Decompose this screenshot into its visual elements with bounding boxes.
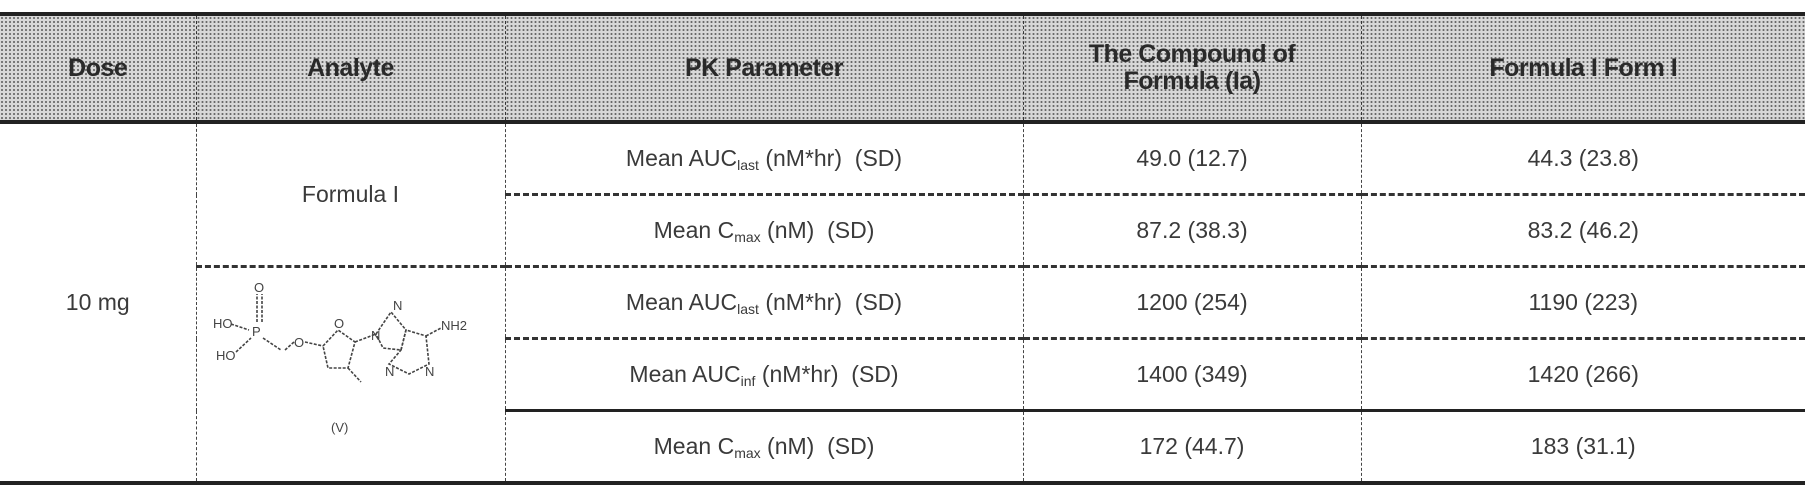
structure-label: (V) — [331, 420, 348, 435]
param-prefix: Mean C — [654, 217, 735, 243]
atom-n: N — [371, 328, 380, 343]
param-sub: last — [737, 157, 759, 173]
pk-param-cell: Mean AUClast (nM*hr) (SD) — [505, 122, 1023, 195]
header-dose: Dose — [0, 14, 196, 122]
atom-n: N — [385, 364, 394, 379]
param-prefix: Mean AUC — [629, 361, 740, 387]
header-compound-ia: The Compound of Formula (Ia) — [1023, 14, 1361, 122]
param-sub: max — [734, 445, 760, 461]
param-sub: max — [734, 229, 760, 245]
param-suffix: (nM*hr) (SD) — [755, 361, 898, 387]
pk-param-cell: Mean AUClast (nM*hr) (SD) — [505, 267, 1023, 339]
pk-table: Dose Analyte PK Parameter The Compound o… — [0, 12, 1805, 485]
table-row: 10 mg Formula I Mean AUClast (nM*hr) (SD… — [0, 122, 1805, 195]
form-i-value: 1190 (223) — [1361, 267, 1805, 339]
dose-cell: 10 mg — [0, 122, 196, 483]
param-suffix: (nM*hr) (SD) — [759, 145, 902, 171]
header-analyte: Analyte — [196, 14, 505, 122]
atom-o: O — [254, 280, 264, 295]
param-prefix: Mean AUC — [626, 145, 737, 171]
pk-param-cell: Mean Cmax (nM) (SD) — [505, 195, 1023, 267]
param-sub: inf — [741, 373, 756, 389]
pk-param-cell: Mean AUCinf (nM*hr) (SD) — [505, 339, 1023, 411]
ia-value: 1400 (349) — [1023, 339, 1361, 411]
header-compound-ia-text: The Compound of Formula (Ia) — [1077, 41, 1307, 95]
header-pk-parameter: PK Parameter — [505, 14, 1023, 122]
param-sub: last — [737, 301, 759, 317]
table-row: HO HO O P O O N N NH2 N N (V) Mean AUCla… — [0, 267, 1805, 339]
form-i-value: 1420 (266) — [1361, 339, 1805, 411]
ia-value: 1200 (254) — [1023, 267, 1361, 339]
atom-p: P — [252, 324, 261, 339]
atom-ho: HO — [216, 348, 236, 363]
atom-n: N — [393, 298, 402, 313]
ia-value: 172 (44.7) — [1023, 411, 1361, 484]
form-i-value: 183 (31.1) — [1361, 411, 1805, 484]
chemical-structure-image: HO HO O P O O N N NH2 N N (V) — [201, 272, 501, 472]
atom-ho: HO — [213, 316, 233, 331]
form-i-value: 83.2 (46.2) — [1361, 195, 1805, 267]
analyte-formula-i: Formula I — [196, 122, 505, 267]
header-row: Dose Analyte PK Parameter The Compound o… — [0, 14, 1805, 122]
param-suffix: (nM) (SD) — [761, 217, 875, 243]
pk-param-cell: Mean Cmax (nM) (SD) — [505, 411, 1023, 484]
header-formula-i-form-i: Formula I Form I — [1361, 14, 1805, 122]
atom-o: O — [294, 335, 304, 350]
ia-value: 87.2 (38.3) — [1023, 195, 1361, 267]
analyte-structure-v: HO HO O P O O N N NH2 N N (V) — [196, 267, 505, 484]
param-prefix: Mean C — [654, 433, 735, 459]
form-i-value: 44.3 (23.8) — [1361, 122, 1805, 195]
atom-nh2: NH2 — [441, 318, 467, 333]
param-suffix: (nM*hr) (SD) — [759, 289, 902, 315]
ia-value: 49.0 (12.7) — [1023, 122, 1361, 195]
atom-o: O — [334, 316, 344, 331]
atom-n: N — [425, 364, 434, 379]
param-prefix: Mean AUC — [626, 289, 737, 315]
param-suffix: (nM) (SD) — [761, 433, 875, 459]
